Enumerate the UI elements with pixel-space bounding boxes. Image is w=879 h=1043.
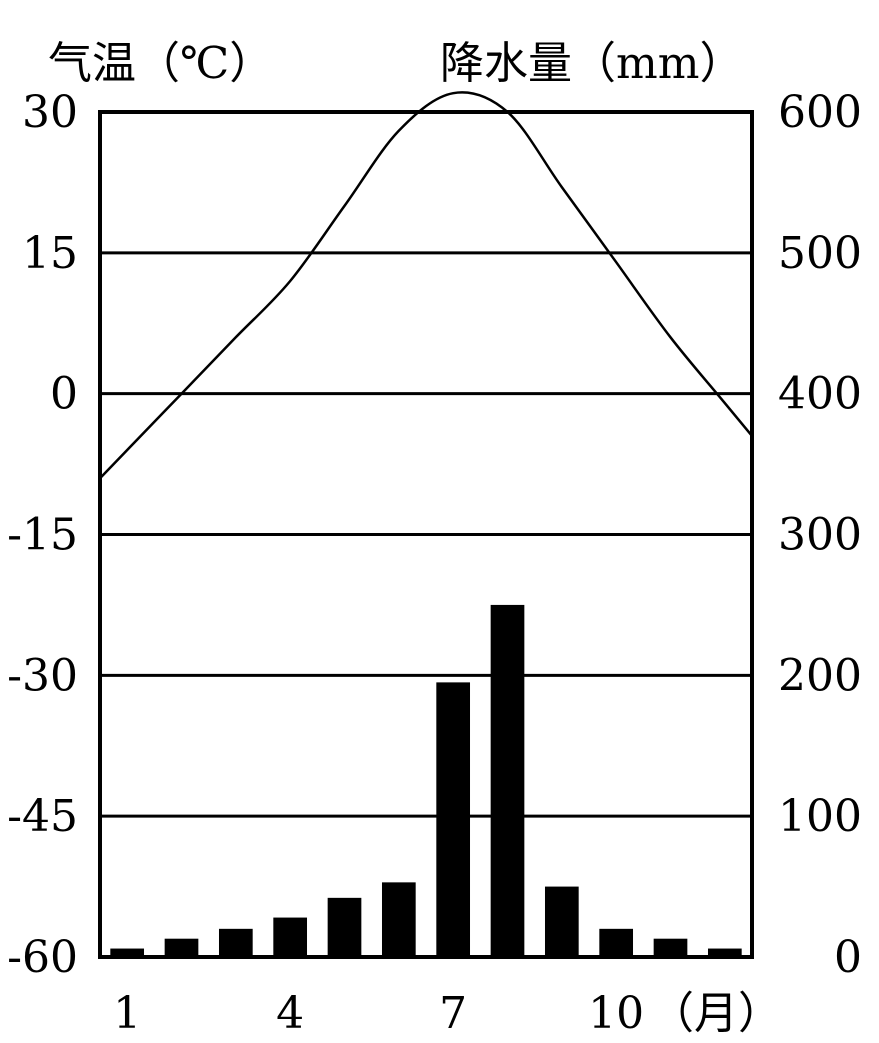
temperature-line: [99, 91, 753, 480]
precipitation-tick-labels: 600 500 400 300 200 100 0: [778, 87, 862, 983]
precipitation-bar: [436, 682, 471, 957]
temperature-tick-label: 0: [50, 369, 78, 420]
month-tick-label: 7: [439, 988, 467, 1039]
precipitation-tick-label: 600: [778, 87, 862, 138]
month-tick-label: 10: [588, 988, 644, 1039]
precipitation-bar: [218, 928, 253, 957]
month-tick-label: 1: [113, 988, 141, 1039]
temperature-tick-label: -45: [7, 791, 78, 842]
precipitation-bar: [544, 886, 579, 957]
temperature-axis-title: 气温（℃）: [48, 38, 273, 89]
precipitation-bar: [653, 938, 688, 957]
month-unit-label: （月）: [650, 988, 782, 1039]
temperature-tick-label: -60: [7, 932, 78, 983]
precipitation-bar: [164, 938, 199, 957]
precipitation-tick-label: 200: [778, 650, 862, 701]
grid-lines: [100, 251, 752, 818]
precipitation-bar: [707, 948, 742, 957]
month-tick-label: 4: [276, 988, 304, 1039]
temperature-tick-label: 30: [22, 87, 78, 138]
temperature-tick-labels: 30 15 0 -15 -30 -45 -60: [7, 87, 78, 983]
precipitation-tick-label: 400: [778, 369, 862, 420]
precipitation-bar: [490, 604, 525, 957]
plot-frame: [98, 110, 754, 959]
precipitation-tick-label: 500: [778, 228, 862, 279]
precipitation-bar: [273, 917, 308, 957]
month-tick-labels: 1 4 7 10: [113, 988, 644, 1039]
temperature-tick-label: -15: [7, 510, 78, 561]
precipitation-bar: [110, 948, 145, 957]
precipitation-bar: [327, 897, 362, 957]
precipitation-tick-label: 0: [834, 932, 862, 983]
precipitation-tick-label: 300: [778, 510, 862, 561]
precipitation-axis-title: 降水量（mm）: [440, 38, 743, 89]
temperature-tick-label: 15: [22, 228, 78, 279]
precipitation-tick-label: 100: [778, 791, 862, 842]
precipitation-bar: [381, 882, 416, 957]
precipitation-bars: [110, 604, 742, 957]
temperature-tick-label: -30: [7, 650, 78, 701]
precipitation-bar: [599, 928, 634, 957]
